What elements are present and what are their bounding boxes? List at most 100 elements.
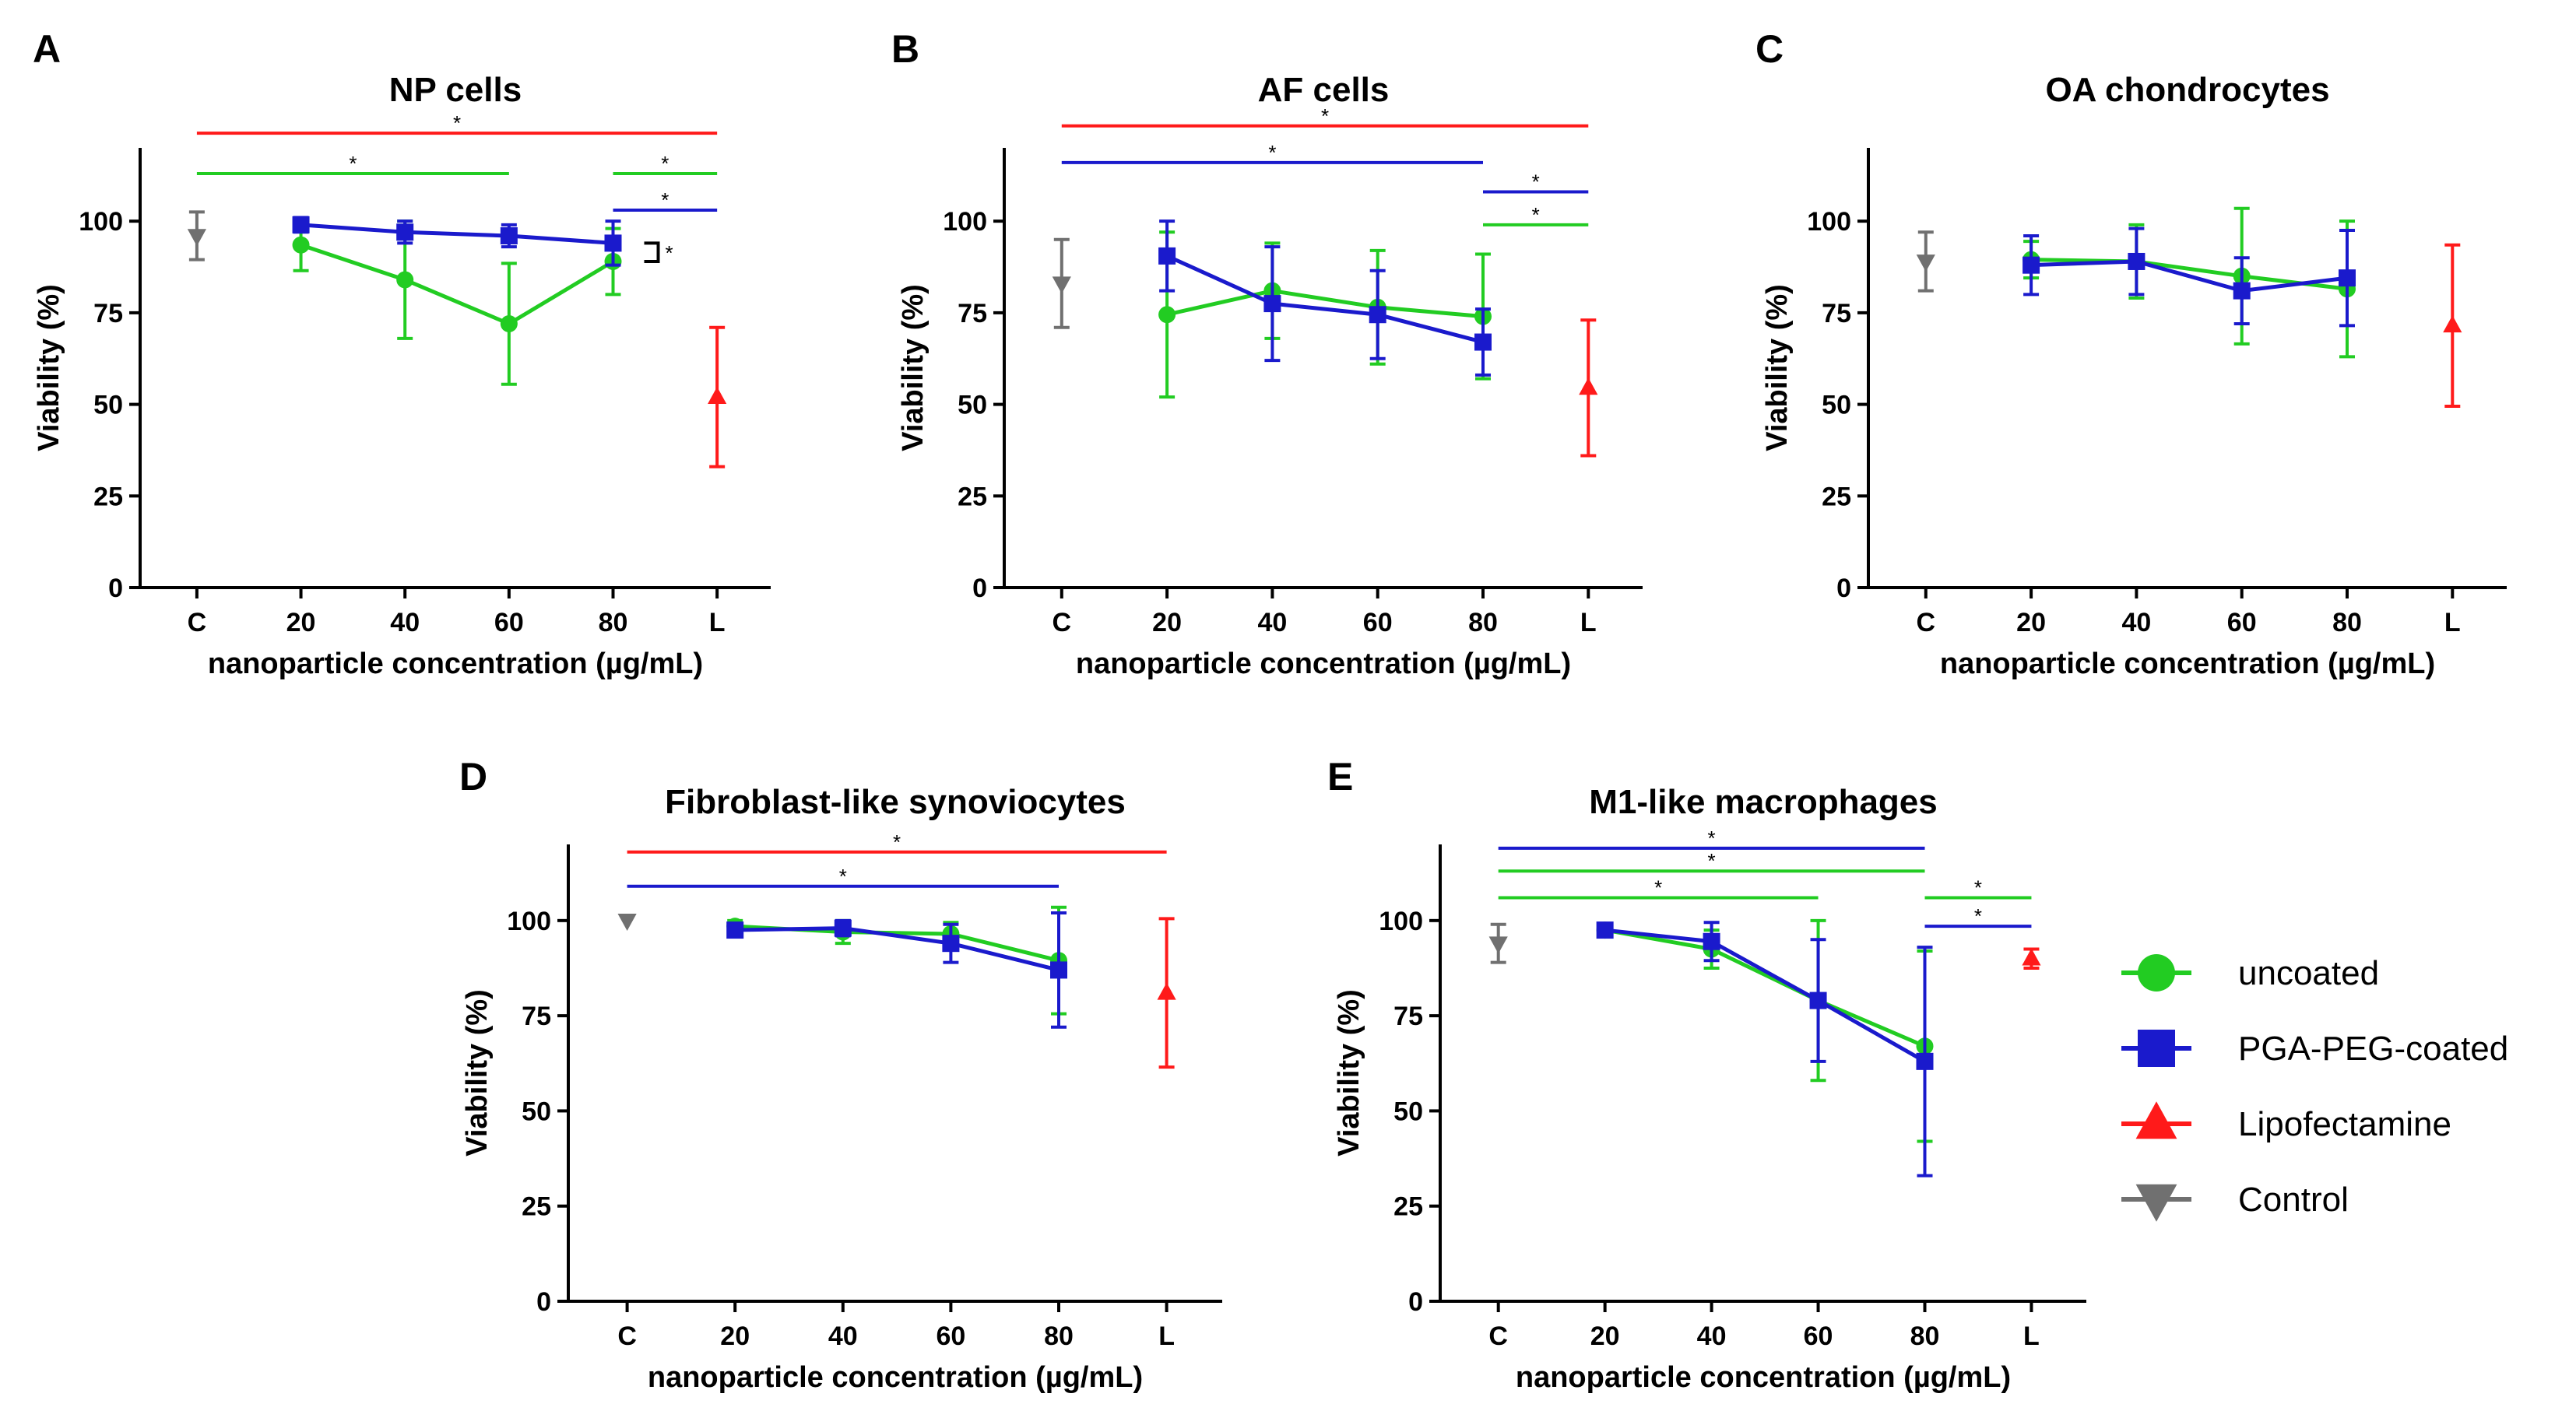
chart-title: AF cells bbox=[1258, 71, 1390, 109]
data-point bbox=[2339, 269, 2356, 287]
series-line bbox=[300, 223, 613, 245]
y-tick-label: 75 bbox=[958, 299, 987, 328]
x-axis-label: nanoparticle concentration (µg/mL) bbox=[1076, 648, 1571, 680]
x-tick-label: 40 bbox=[2121, 608, 2151, 637]
chart-title: Fibroblast-like synoviocytes bbox=[665, 783, 1126, 821]
x-tick-label: 80 bbox=[1468, 608, 1498, 637]
y-tick-label: 50 bbox=[93, 391, 123, 420]
x-axis-label: nanoparticle concentration (µg/mL) bbox=[648, 1361, 1143, 1394]
y-tick-label: 100 bbox=[1807, 207, 1851, 237]
legend-label: Lipofectamine bbox=[2238, 1105, 2451, 1143]
data-point bbox=[2443, 315, 2462, 333]
significance-star: * bbox=[349, 152, 357, 175]
series-line bbox=[2031, 259, 2348, 293]
x-tick-label: 20 bbox=[1590, 1321, 1620, 1351]
y-axis-label: Viability (%) bbox=[33, 284, 65, 451]
x-tick-label: 40 bbox=[1257, 608, 1287, 637]
significance-star: * bbox=[839, 865, 847, 888]
series-lipofectamine bbox=[708, 325, 727, 469]
y-tick-label: 25 bbox=[958, 482, 987, 511]
y-tick-label: 0 bbox=[1408, 1287, 1423, 1317]
legend-item: Control bbox=[2121, 1181, 2349, 1222]
data-point bbox=[1369, 306, 1386, 324]
series-line bbox=[735, 926, 1060, 972]
data-point bbox=[1474, 333, 1492, 351]
data-point bbox=[1263, 295, 1281, 313]
data-point bbox=[942, 935, 960, 953]
x-tick-label: 20 bbox=[286, 608, 316, 637]
series-control bbox=[1488, 922, 1508, 964]
y-tick-label: 100 bbox=[507, 907, 551, 936]
data-point bbox=[1596, 921, 1614, 939]
significance-star: * bbox=[1268, 141, 1276, 164]
data-point bbox=[834, 919, 852, 937]
significance-star: * bbox=[453, 111, 461, 135]
y-tick-label: 25 bbox=[93, 482, 123, 511]
series-lipofectamine bbox=[2022, 947, 2041, 970]
panel-b: B AF cells 0 25 50 75 100 C 20 40 60 80 Lnanoparticl… bbox=[891, 27, 1643, 680]
data-point bbox=[500, 227, 518, 244]
x-tick-label: 60 bbox=[1363, 608, 1393, 637]
y-tick-label: 0 bbox=[1836, 574, 1851, 603]
y-tick-label: 0 bbox=[536, 1287, 551, 1317]
panel-c: C OA chondrocytes 0 25 50 75 100 C 20 40 60 80 Lnano… bbox=[1755, 27, 2507, 680]
panel-letter: C bbox=[1755, 27, 1784, 71]
significance-star: * bbox=[661, 152, 669, 175]
x-tick-label: L bbox=[1158, 1321, 1175, 1351]
data-point bbox=[2022, 948, 2041, 966]
x-tick-label: C bbox=[1488, 1321, 1508, 1351]
series-control bbox=[187, 210, 206, 261]
x-tick-label: 80 bbox=[1044, 1321, 1074, 1351]
y-tick-label: 100 bbox=[79, 207, 123, 237]
y-tick-label: 100 bbox=[1379, 907, 1423, 936]
chart-title: OA chondrocytes bbox=[2045, 71, 2329, 109]
x-axis-label: nanoparticle concentration (µg/mL) bbox=[1940, 648, 2435, 680]
x-tick-label: L bbox=[1580, 608, 1597, 637]
series-lipofectamine bbox=[2443, 243, 2462, 408]
series-line bbox=[300, 243, 614, 326]
y-tick-label: 25 bbox=[1822, 482, 1851, 511]
significance-star: * bbox=[1532, 203, 1540, 226]
x-tick-label: 80 bbox=[1910, 1321, 1940, 1351]
series-control bbox=[617, 914, 637, 932]
y-tick-label: 100 bbox=[943, 207, 987, 237]
y-tick-label: 0 bbox=[972, 574, 987, 603]
y-tick-label: 25 bbox=[1393, 1192, 1423, 1222]
data-point bbox=[292, 216, 310, 233]
series-control bbox=[1916, 230, 1935, 293]
y-tick-label: 50 bbox=[1822, 391, 1851, 420]
data-point bbox=[1703, 932, 1720, 950]
series-line bbox=[1166, 289, 1484, 319]
x-tick-label: 20 bbox=[2016, 608, 2046, 637]
significance-star: * bbox=[1532, 170, 1540, 194]
panel-letter: D bbox=[459, 755, 487, 799]
y-tick-label: 75 bbox=[93, 299, 123, 328]
legend-item: uncoated bbox=[2121, 954, 2379, 992]
panel-letter: B bbox=[891, 27, 919, 71]
significance-star: * bbox=[1974, 876, 1982, 899]
series-lipofectamine bbox=[1157, 917, 1176, 1069]
x-tick-label: 40 bbox=[390, 608, 420, 637]
data-point bbox=[1158, 306, 1176, 324]
data-point bbox=[1916, 1052, 1934, 1070]
series-uncoated bbox=[292, 217, 622, 386]
x-tick-label: L bbox=[709, 608, 726, 637]
series-pga-peg-coated bbox=[1596, 921, 1934, 1178]
series-line bbox=[1604, 928, 1926, 1048]
series-pga-peg-coated bbox=[726, 911, 1067, 1029]
data-point bbox=[2233, 282, 2251, 300]
legend-marker bbox=[2135, 1184, 2177, 1222]
legend-label: PGA-PEG-coated bbox=[2238, 1030, 2508, 1068]
y-axis-label: Viability (%) bbox=[461, 989, 494, 1157]
data-point bbox=[726, 921, 744, 939]
legend-item: PGA-PEG-coated bbox=[2121, 1030, 2508, 1068]
data-point bbox=[617, 914, 637, 932]
significance-star: * bbox=[1708, 827, 1716, 850]
x-tick-label: 80 bbox=[2332, 608, 2362, 637]
data-point bbox=[2022, 256, 2040, 274]
y-axis-label: Viability (%) bbox=[1761, 284, 1794, 451]
chart-title: M1-like macrophages bbox=[1589, 783, 1938, 821]
x-tick-label: 60 bbox=[1804, 1321, 1833, 1351]
significance-star: * bbox=[665, 241, 673, 265]
legend-marker bbox=[2135, 1101, 2177, 1139]
